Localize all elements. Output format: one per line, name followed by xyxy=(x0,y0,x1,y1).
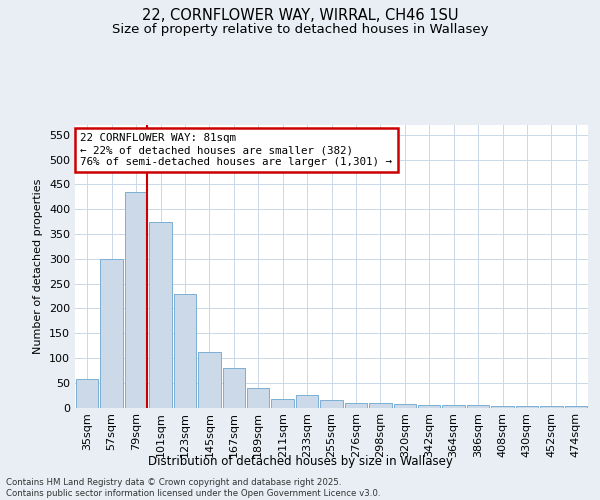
Bar xyxy=(149,222,172,408)
Bar xyxy=(100,259,123,408)
Bar xyxy=(467,405,490,407)
Text: 22 CORNFLOWER WAY: 81sqm
← 22% of detached houses are smaller (382)
76% of semi-: 22 CORNFLOWER WAY: 81sqm ← 22% of detach… xyxy=(80,134,392,166)
Bar xyxy=(515,406,538,407)
Bar xyxy=(125,192,148,408)
Bar xyxy=(198,352,221,408)
Bar xyxy=(223,368,245,408)
Text: Size of property relative to detached houses in Wallasey: Size of property relative to detached ho… xyxy=(112,22,488,36)
Bar xyxy=(344,402,367,407)
Bar xyxy=(418,405,440,407)
Bar xyxy=(369,402,392,407)
Text: 22, CORNFLOWER WAY, WIRRAL, CH46 1SU: 22, CORNFLOWER WAY, WIRRAL, CH46 1SU xyxy=(142,8,458,22)
Text: Distribution of detached houses by size in Wallasey: Distribution of detached houses by size … xyxy=(148,455,452,468)
Bar xyxy=(394,404,416,407)
Bar xyxy=(442,405,465,407)
Bar xyxy=(565,406,587,407)
Bar xyxy=(173,294,196,408)
Bar xyxy=(271,398,294,407)
Bar xyxy=(296,395,319,407)
Bar xyxy=(540,406,563,407)
Bar xyxy=(247,388,269,407)
Text: Contains HM Land Registry data © Crown copyright and database right 2025.
Contai: Contains HM Land Registry data © Crown c… xyxy=(6,478,380,498)
Bar xyxy=(491,406,514,407)
Bar xyxy=(76,379,98,408)
Bar xyxy=(320,400,343,407)
Y-axis label: Number of detached properties: Number of detached properties xyxy=(34,178,43,354)
